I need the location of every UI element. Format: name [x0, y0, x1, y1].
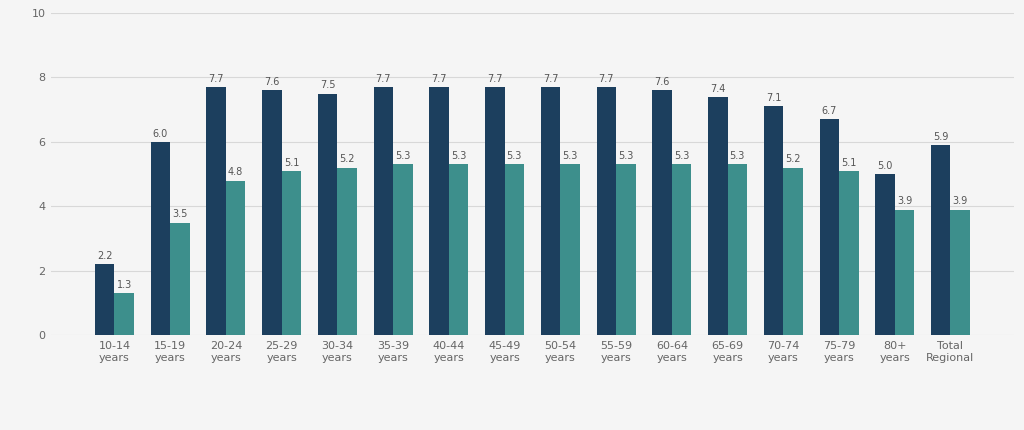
Bar: [764, 107, 783, 335]
Text: 7.5: 7.5: [319, 80, 336, 90]
Text: 5.3: 5.3: [507, 151, 522, 161]
Bar: [950, 210, 970, 335]
Text: 1.3: 1.3: [117, 280, 132, 290]
Bar: [115, 293, 134, 335]
Text: 5.3: 5.3: [562, 151, 578, 161]
Text: 7.7: 7.7: [543, 74, 558, 84]
Bar: [449, 165, 468, 335]
Bar: [819, 119, 839, 335]
Bar: [485, 87, 505, 335]
Bar: [207, 87, 226, 335]
Text: 5.1: 5.1: [841, 158, 856, 168]
Text: 5.1: 5.1: [284, 158, 299, 168]
Bar: [374, 87, 393, 335]
Bar: [728, 165, 748, 335]
Text: 5.3: 5.3: [674, 151, 689, 161]
Text: 7.4: 7.4: [710, 83, 725, 93]
Bar: [652, 90, 672, 335]
Text: 2.2: 2.2: [97, 251, 113, 261]
Text: 6.7: 6.7: [821, 106, 837, 116]
Text: 4.8: 4.8: [228, 167, 244, 178]
Bar: [429, 87, 449, 335]
Text: 5.3: 5.3: [395, 151, 411, 161]
Bar: [839, 171, 858, 335]
Text: 7.7: 7.7: [599, 74, 614, 84]
Bar: [337, 168, 357, 335]
Bar: [226, 181, 246, 335]
Bar: [505, 165, 524, 335]
Bar: [597, 87, 616, 335]
Bar: [616, 165, 636, 335]
Text: 5.2: 5.2: [339, 154, 355, 165]
Text: 3.9: 3.9: [952, 197, 968, 206]
Text: 7.1: 7.1: [766, 93, 781, 103]
Bar: [262, 90, 282, 335]
Text: 7.6: 7.6: [264, 77, 280, 87]
Bar: [541, 87, 560, 335]
Text: 6.0: 6.0: [153, 129, 168, 138]
Text: 5.3: 5.3: [451, 151, 466, 161]
Bar: [393, 165, 413, 335]
Text: 7.7: 7.7: [209, 74, 224, 84]
Text: 5.2: 5.2: [785, 154, 801, 165]
Bar: [672, 165, 691, 335]
Bar: [895, 210, 914, 335]
Bar: [282, 171, 301, 335]
Text: 5.3: 5.3: [618, 151, 634, 161]
Text: 5.9: 5.9: [933, 132, 948, 142]
Text: 7.7: 7.7: [487, 74, 503, 84]
Legend: Female, Male: Female, Male: [467, 429, 598, 430]
Bar: [560, 165, 580, 335]
Bar: [876, 174, 895, 335]
Text: 7.7: 7.7: [431, 74, 446, 84]
Bar: [95, 264, 115, 335]
Bar: [931, 145, 950, 335]
Bar: [151, 142, 170, 335]
Text: 5.3: 5.3: [730, 151, 745, 161]
Bar: [783, 168, 803, 335]
Text: 7.7: 7.7: [376, 74, 391, 84]
Bar: [708, 97, 728, 335]
Bar: [170, 223, 189, 335]
Text: 3.9: 3.9: [897, 197, 912, 206]
Text: 7.6: 7.6: [654, 77, 670, 87]
Text: 3.5: 3.5: [172, 209, 187, 219]
Text: 5.0: 5.0: [878, 161, 893, 171]
Bar: [317, 93, 337, 335]
